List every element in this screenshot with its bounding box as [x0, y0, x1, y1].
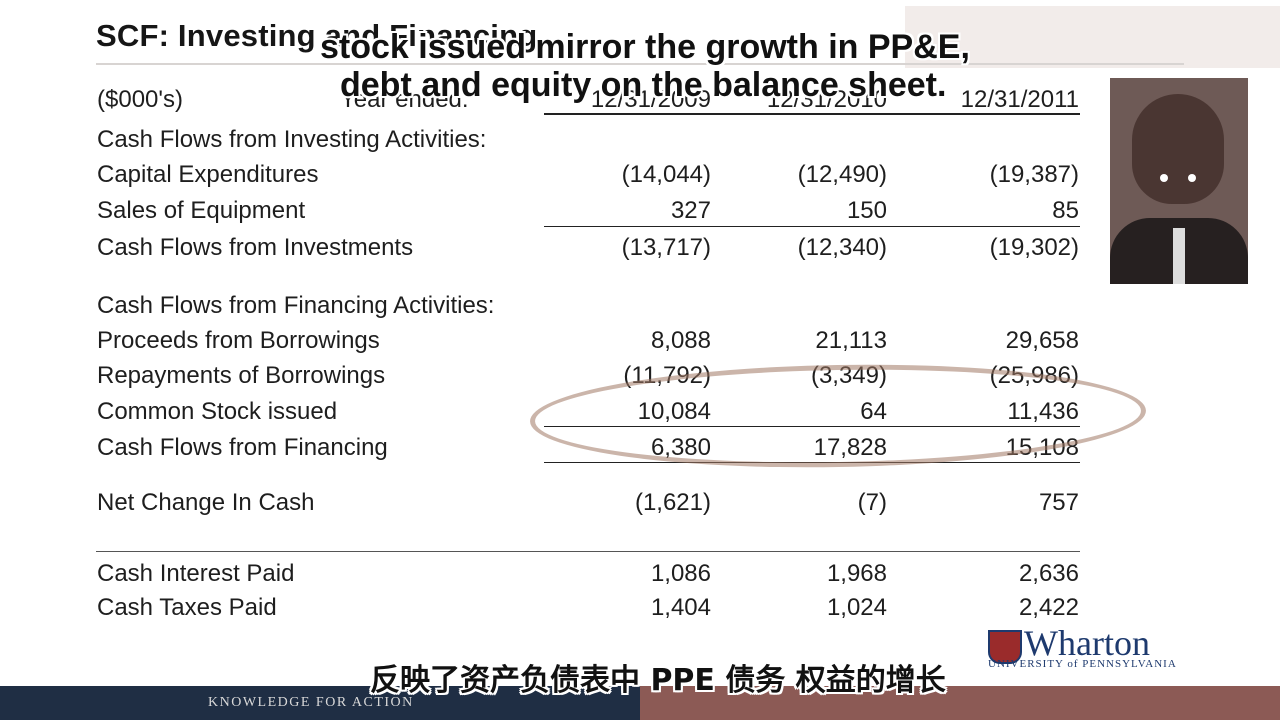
row-value: (3,349)	[810, 362, 887, 389]
row-value: 17,828	[813, 434, 887, 461]
row-value: 64	[860, 398, 887, 425]
row-label: Repayments of Borrowings	[97, 362, 386, 389]
slide-title: SCF: Investing and Financing	[96, 18, 538, 53]
row-value: (1,621)	[634, 489, 711, 516]
subtotal-rule	[544, 226, 1080, 227]
presenter-eye	[1160, 174, 1168, 182]
wharton-logo: Wharton UNIVERSITY of PENNSYLVANIA	[988, 623, 1198, 674]
title-divider	[96, 63, 1184, 65]
subtotal-rule	[544, 426, 1080, 427]
presenter-head	[1132, 94, 1224, 204]
caption-chinese: 反映了资产负债表中 PPE 债务 权益的增长	[370, 663, 946, 698]
row-value: (11,792)	[623, 362, 711, 389]
row-value: 757	[1038, 489, 1079, 516]
row-value: 1,404	[650, 594, 711, 621]
row-value: 1,086	[650, 560, 711, 587]
row-label: Common Stock issued	[97, 398, 338, 425]
row-value: (13,717)	[621, 234, 711, 261]
row-value: 10,084	[637, 398, 711, 425]
row-label: Cash Interest Paid	[97, 560, 295, 587]
row-label: Cash Taxes Paid	[97, 594, 277, 621]
units-label: ($000's)	[97, 86, 183, 113]
row-label: Sales of Equipment	[97, 197, 306, 224]
logo-subtitle: UNIVERSITY of PENNSYLVANIA	[988, 658, 1177, 670]
footer-bar-right	[640, 686, 1280, 720]
presenter-video	[1110, 78, 1248, 284]
footer-tagline: KNOWLEDGE FOR ACTION	[208, 695, 414, 710]
section-label-financing: Cash Flows from Financing Activities:	[97, 292, 495, 319]
row-value: 2,422	[1018, 594, 1079, 621]
row-value: (19,302)	[989, 234, 1079, 261]
caption-english-line1: stock issued mirror the growth in PP&E,	[320, 28, 970, 66]
presenter-shirt	[1173, 228, 1185, 284]
row-label: Cash Flows from Financing	[97, 434, 388, 461]
row-value: (12,490)	[797, 161, 887, 188]
presenter-eye	[1188, 174, 1196, 182]
total-rule	[544, 462, 1080, 463]
row-value: 150	[846, 197, 887, 224]
column-header-2011: 12/31/2011	[960, 86, 1079, 113]
caption-english-line2: debt and equity on the balance sheet.	[340, 66, 947, 104]
row-value: 15,108	[1005, 434, 1079, 461]
row-label: Cash Flows from Investments	[97, 234, 414, 261]
row-value: 6,380	[650, 434, 711, 461]
row-value: 11,436	[1007, 398, 1079, 425]
row-value: 29,658	[1005, 327, 1079, 354]
row-value: 1,024	[826, 594, 887, 621]
row-value: (12,340)	[797, 234, 887, 261]
row-value: (19,387)	[989, 161, 1079, 188]
penn-shield-icon	[988, 630, 1022, 664]
row-value: 8,088	[650, 327, 711, 354]
header-underline	[544, 113, 1080, 115]
row-value: 85	[1052, 197, 1079, 224]
row-value: 327	[670, 197, 711, 224]
column-header-2010: 12/31/2010	[766, 86, 887, 113]
row-value: (14,044)	[621, 161, 711, 188]
row-value: 2,636	[1018, 560, 1079, 587]
section-separator	[96, 551, 1080, 552]
column-header-2009: 12/31/2009	[590, 86, 711, 113]
row-value: (25,986)	[989, 362, 1079, 389]
year-label: Year ended:	[340, 86, 469, 113]
row-value: 1,968	[826, 560, 887, 587]
logo-wordmark: Wharton	[1024, 623, 1150, 663]
footer-bar-left	[0, 686, 640, 720]
row-label: Capital Expenditures	[97, 161, 319, 188]
row-label: Net Change In Cash	[97, 489, 315, 516]
section-label-investing: Cash Flows from Investing Activities:	[97, 126, 487, 153]
top-band	[905, 6, 1280, 68]
row-value: 21,113	[815, 327, 887, 354]
row-value: (7)	[857, 489, 887, 516]
row-label: Proceeds from Borrowings	[97, 327, 380, 354]
